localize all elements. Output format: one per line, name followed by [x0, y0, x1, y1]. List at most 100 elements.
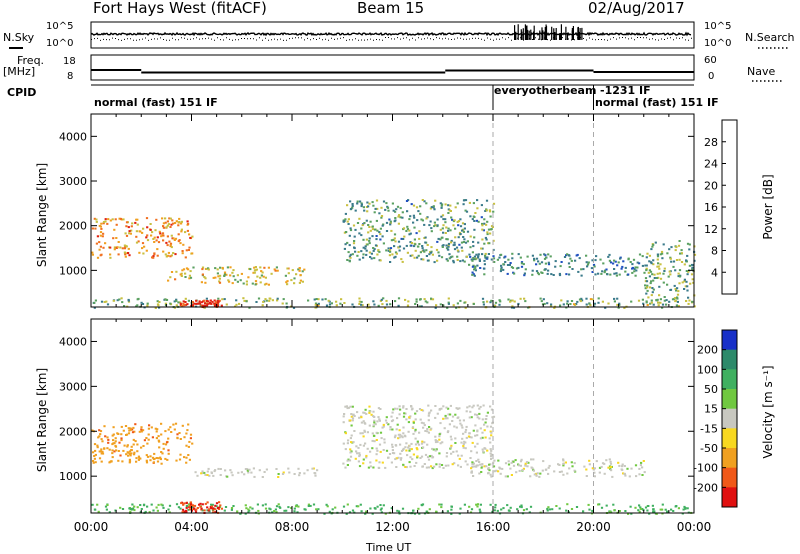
power-panel-cell [187, 299, 190, 302]
power-panel-cell [187, 222, 190, 225]
power-panel-cell [513, 272, 516, 275]
velocity-panel-cell [440, 506, 443, 509]
velocity-panel-cell [400, 450, 404, 452]
power-panel-cell [406, 304, 410, 307]
velocity-panel-cell [358, 452, 361, 455]
velocity-panel-cell [191, 442, 194, 445]
velocity-panel-cell [346, 407, 349, 410]
power-panel-cell [464, 199, 468, 202]
velocity-panel-cell [453, 462, 456, 465]
velocity-panel-cell [275, 511, 278, 514]
velocity-panel-cell [206, 470, 209, 473]
velocity-panel-cell [473, 465, 476, 468]
power-panel-cell [646, 304, 649, 306]
velocity-panel-cell [455, 426, 458, 429]
velocity-panel-cell [450, 512, 453, 515]
power-panel-cell [462, 241, 465, 243]
velocity-panel-cell [507, 460, 510, 463]
power-panel-cell [452, 304, 455, 307]
power-panel-cell [472, 258, 475, 261]
power-panel-cell [533, 259, 536, 262]
power-panel-cell [141, 247, 144, 250]
power-panel-cell [441, 203, 444, 206]
power-colorbar-tick-label: 20 [704, 179, 718, 192]
power-panel-cell [282, 298, 285, 301]
velocity-panel-cell [562, 462, 565, 465]
velocity-panel-cell [145, 454, 148, 457]
velocity-panel-cell [236, 510, 239, 513]
power-panel-cell [483, 259, 486, 262]
power-panel-cell [378, 231, 381, 234]
velocity-panel-cell [436, 440, 439, 443]
power-panel-cell [389, 223, 392, 226]
velocity-panel-cell [428, 455, 431, 458]
velocity-panel-cell [213, 470, 216, 473]
power-panel-cell [217, 297, 220, 300]
power-panel-cell [477, 255, 480, 258]
velocity-panel-cell [167, 428, 170, 431]
power-panel-cell [686, 242, 690, 245]
power-panel-cell [674, 300, 677, 303]
power-panel-cell [238, 302, 241, 305]
velocity-panel-cell [527, 461, 530, 464]
power-panel-cell [386, 205, 389, 208]
power-panel-cell [113, 246, 116, 249]
velocity-panel-cell [97, 436, 100, 439]
power-panel-cell [366, 306, 369, 309]
velocity-panel-cell [613, 509, 616, 512]
velocity-panel-cell [418, 431, 421, 434]
power-panel-cell [99, 225, 102, 228]
power-panel-cell [522, 263, 525, 266]
power-panel-cell [235, 299, 238, 302]
velocity-panel-cell [422, 426, 425, 429]
power-panel-cell [303, 268, 306, 271]
velocity-panel-cell [275, 505, 279, 508]
velocity-panel-cell [349, 451, 352, 454]
power-panel-cell [140, 301, 143, 304]
velocity-panel-cell [484, 447, 487, 450]
power-panel-cell [608, 259, 611, 262]
velocity-panel-ytick-label: 3000 [59, 380, 87, 393]
velocity-panel-cell [504, 475, 507, 478]
power-panel-cell [180, 304, 183, 307]
velocity-panel-cell [394, 434, 397, 437]
velocity-panel-cell [455, 407, 458, 410]
velocity-panel-cell [145, 437, 148, 439]
velocity-panel-cell [384, 466, 387, 469]
power-panel-cell [109, 219, 112, 222]
velocity-panel-cell [281, 473, 285, 475]
power-panel-cell [143, 245, 146, 248]
power-panel-cell [177, 224, 180, 227]
velocity-panel-cell [465, 436, 468, 439]
power-panel-cell [593, 305, 596, 308]
power-panel-cell [286, 283, 289, 286]
velocity-panel-cell [245, 507, 248, 510]
power-panel-cell [472, 240, 475, 243]
velocity-panel-cell [397, 433, 400, 436]
power-panel-cell [677, 290, 680, 293]
velocity-panel-cell [378, 443, 382, 446]
power-panel-cell [439, 228, 442, 231]
velocity-panel-cell [360, 510, 363, 513]
velocity-panel-cell [438, 465, 441, 468]
velocity-panel-cell [350, 413, 353, 415]
velocity-panel-cell [425, 510, 428, 513]
power-panel-cell [398, 249, 401, 252]
velocity-panel-cell [630, 467, 633, 470]
velocity-panel-cell [182, 503, 185, 506]
velocity-panel-cell [156, 509, 159, 512]
power-panel-cell [368, 239, 371, 242]
power-panel-cell [168, 240, 171, 243]
power-panel-cell [459, 225, 463, 228]
velocity-panel-cell [187, 423, 190, 426]
power-panel-cell [188, 246, 191, 249]
velocity-panel-cell [187, 503, 190, 506]
power-panel-cell [385, 303, 389, 306]
power-panel-cell [649, 270, 653, 273]
power-panel-cell [442, 224, 445, 227]
power-panel-cell [187, 268, 190, 271]
velocity-panel-cell [409, 456, 412, 459]
power-panel-cell [135, 230, 138, 233]
power-panel-cell [655, 277, 659, 279]
power-panel-cell [298, 281, 301, 284]
